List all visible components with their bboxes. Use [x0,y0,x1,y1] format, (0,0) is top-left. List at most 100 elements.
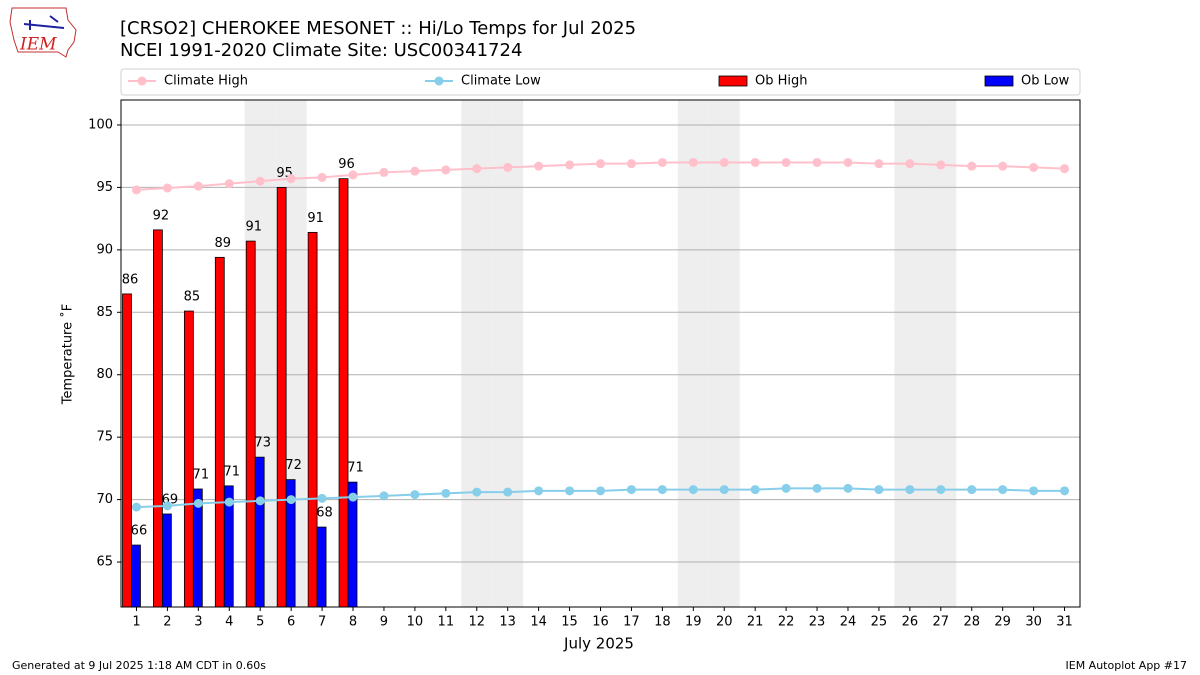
x-tick-label: 18 [654,615,671,630]
value-label: 86 [122,272,139,287]
line-point [688,157,698,167]
x-tick-label: 29 [994,615,1011,630]
x-tick-label: 16 [592,615,609,630]
x-tick-label: 22 [778,615,795,630]
legend-swatch [718,75,748,87]
legend-marker [137,76,147,86]
footer-right: IEM Autoplot App #17 [1066,659,1188,672]
value-label: 92 [153,208,170,223]
line-point [967,161,977,171]
line-point [750,157,760,167]
shaded-band [492,100,524,607]
line-point [905,159,915,169]
line-point [317,172,327,182]
shaded-band [708,100,740,607]
x-tick-label: 4 [225,615,233,630]
value-label: 72 [285,458,302,473]
x-tick-label: 13 [499,615,516,630]
value-label: 85 [184,290,201,305]
line-point [441,165,451,175]
line-point [626,485,636,495]
x-tick-label: 25 [871,615,888,630]
logo: IEM [9,7,77,58]
line-point [936,485,946,495]
line-point [534,486,544,496]
value-label: 96 [338,157,355,172]
value-label: 89 [215,236,232,251]
line-point [472,164,482,174]
line-point [193,498,203,508]
legend-label: Climate Low [461,74,541,89]
line-point [255,176,265,186]
line-point [503,162,513,172]
x-tick-label: 2 [163,615,171,630]
bar [307,231,318,608]
chart-title: [CRSO2] CHEROKEE MESONET :: Hi/Lo Temps … [120,18,636,39]
x-tick-label: 19 [685,615,702,630]
line-point [719,157,729,167]
legend-label: Climate High [164,74,248,89]
line-point [812,483,822,493]
x-tick-label: 23 [809,615,826,630]
y-tick-label: 70 [96,492,113,507]
bar [276,187,287,608]
line-point [1060,164,1070,174]
x-tick-label: 1 [132,615,140,630]
x-tick-label: 28 [963,615,980,630]
line-point [503,487,513,497]
line-point [781,157,791,167]
line-point [131,185,141,195]
line-point [596,486,605,496]
y-tick-label: 95 [96,180,113,195]
line-point [812,157,822,167]
x-tick-label: 8 [349,615,357,630]
line-point [348,492,358,502]
bar [122,293,132,608]
legend-marker [434,76,444,86]
legend-box [120,68,1081,96]
line-point [657,485,667,495]
line-point [193,181,203,191]
x-tick-label: 30 [1025,615,1042,630]
value-label: 91 [245,220,262,235]
line-point [998,485,1008,495]
line-point [379,167,389,177]
line-point [596,159,605,169]
value-label: 73 [254,436,271,451]
line-point [874,485,884,495]
x-tick-label: 10 [407,615,424,630]
line-point [1060,486,1070,496]
line-point [534,161,544,171]
line-point [967,485,977,495]
line-point [874,159,884,169]
x-tick-label: 26 [902,615,919,630]
x-tick-label: 21 [747,615,764,630]
legend-label: Ob High [755,74,808,89]
line-point [255,496,265,506]
bar [245,240,256,608]
x-tick-label: 5 [256,615,264,630]
bar [153,229,163,608]
x-tick-label: 6 [287,615,295,630]
value-label: 71 [223,464,240,479]
shaded-band [894,100,926,607]
line-point [317,493,327,503]
line-point [936,160,946,170]
x-tick-label: 7 [318,615,326,630]
line-point [410,166,420,176]
x-tick-label: 27 [933,615,950,630]
x-tick-label: 15 [561,615,578,630]
line-point [224,497,234,507]
x-tick-label: 12 [468,615,485,630]
y-tick-label: 100 [88,117,113,132]
line-point [781,483,791,493]
line-point [719,485,729,495]
line-point [657,157,667,167]
bar [162,513,172,608]
logo-map [9,7,77,58]
plot-frame [120,99,1081,608]
x-tick-label: 17 [623,615,640,630]
line-point [410,490,420,500]
